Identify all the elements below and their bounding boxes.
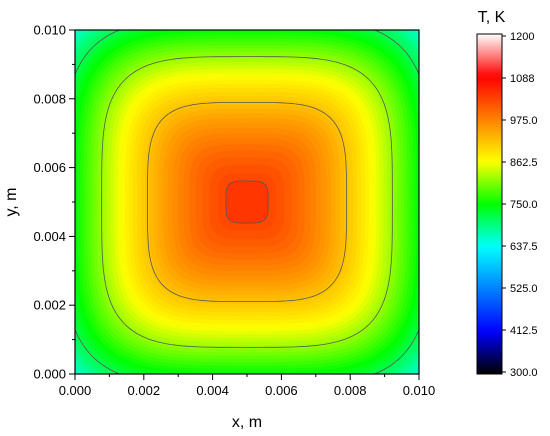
colorbar-tick-label: 412.5 — [510, 325, 538, 337]
colorbar-tick-label: 1088 — [510, 73, 534, 85]
colorbar-gradient — [476, 33, 503, 375]
contour-line — [225, 180, 269, 224]
colorbar: 300.0 412.5 525.0 637.5 750.0 862.5 975.0 1088 1… — [476, 9, 538, 379]
colorbar-tick-label: 975.0 — [510, 115, 538, 127]
colorbar-tick-label: 1200 — [510, 31, 534, 43]
y-tick-label: 0.008 — [33, 91, 66, 106]
x-tick-label: 0.006 — [265, 383, 298, 398]
temperature-field — [75, 30, 419, 374]
y-tick-label: 0.004 — [33, 229, 66, 244]
contour-line — [75, 30, 419, 374]
colorbar-title: T, K — [478, 9, 506, 26]
x-axis-title: x, m — [232, 414, 262, 431]
x-tick-label: 0.004 — [196, 383, 229, 398]
y-tick-label: 0.010 — [33, 23, 66, 38]
y-tick-label: 0.006 — [33, 160, 66, 175]
x-tick-label: 0.010 — [403, 383, 436, 398]
colorbar-tick-label: 750.0 — [510, 199, 538, 211]
temperature-peak-region — [225, 180, 269, 224]
y-tick-label: 0.002 — [33, 298, 66, 313]
y-tick-label: 0.000 — [33, 367, 66, 382]
contour-line — [147, 102, 347, 302]
x-tick-label: 0.002 — [128, 383, 161, 398]
colorbar-tick-label: 300.0 — [510, 367, 538, 379]
y-axis-title: y, m — [3, 187, 20, 216]
x-tick-label: 0.000 — [59, 383, 92, 398]
colorbar-tick-label: 637.5 — [510, 241, 538, 253]
colorbar-tick-label: 862.5 — [510, 157, 538, 169]
x-tick-label: 0.008 — [334, 383, 367, 398]
plot-area — [75, 30, 419, 374]
contour-line — [101, 56, 393, 348]
colorbar-tick-label: 525.0 — [510, 283, 538, 295]
